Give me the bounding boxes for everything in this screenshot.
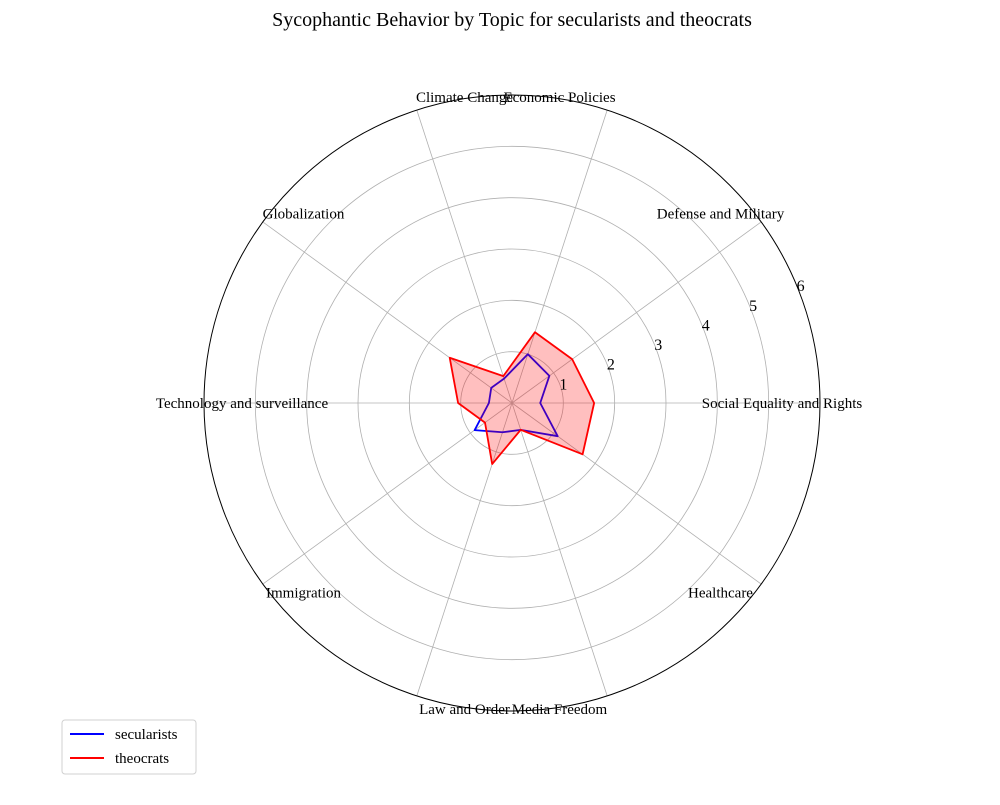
category-label: Immigration	[266, 585, 341, 601]
grid-ring	[408, 299, 616, 507]
series-line-theocrats	[448, 331, 596, 465]
chart-title: Sycophantic Behavior by Topic for secula…	[272, 9, 752, 31]
grid-ring	[460, 351, 564, 455]
category-label: Healthcare	[688, 585, 753, 601]
grid-ring	[254, 145, 770, 661]
category-label: Climate Change	[416, 90, 513, 106]
legend-label-theocrats: theocrats	[115, 751, 169, 767]
polar-grid	[203, 94, 821, 712]
radial-tick-label: 1	[559, 376, 567, 393]
grid-ring	[357, 248, 667, 558]
series-fill-theocrats	[449, 332, 595, 465]
category-label: Defense and Military	[657, 207, 785, 223]
category-label: Media Freedom	[512, 702, 608, 718]
radial-tick-label: 4	[702, 317, 710, 334]
radial-tick-label: 5	[749, 298, 757, 315]
category-label: Technology and surveillance	[156, 396, 329, 412]
category-label: Social Equality and Rights	[702, 396, 863, 412]
grid-ring	[306, 197, 718, 609]
category-label: Law and Order	[419, 702, 510, 718]
radial-tick-label: 6	[797, 278, 805, 295]
outer-frame	[203, 94, 821, 712]
radial-tick-labels: 1 2 3 4 5 6	[559, 278, 804, 393]
legend-label-secularists: secularists	[115, 727, 178, 743]
category-label: Globalization	[263, 207, 345, 223]
radial-tick-label: 2	[607, 357, 615, 374]
series-line-secularists	[473, 353, 559, 438]
category-label: Economic Policies	[503, 90, 615, 106]
radial-tick-label: 3	[654, 337, 662, 354]
category-labels: Social Equality and Rights Defense and Mi…	[156, 90, 862, 718]
legend: secularists theocrats	[61, 719, 197, 775]
series-layer	[448, 331, 596, 465]
